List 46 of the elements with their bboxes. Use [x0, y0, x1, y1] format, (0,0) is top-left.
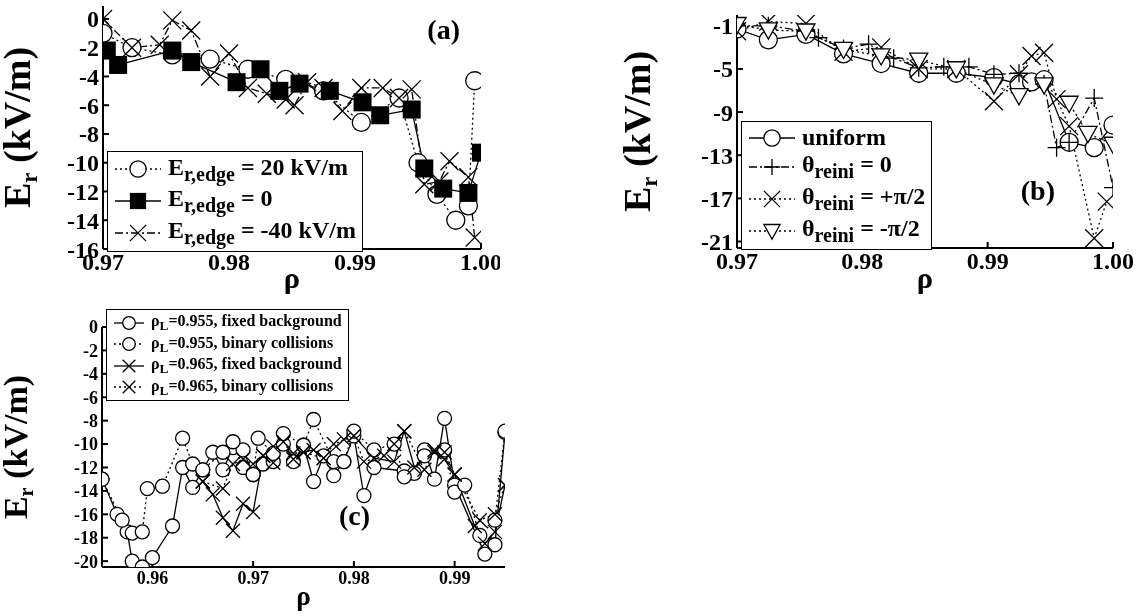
y-tick-label: -14: [67, 207, 99, 234]
x-axis-title: ρ: [283, 260, 301, 295]
y-tick-label: -6: [83, 387, 98, 408]
x-tick-label: 0.99: [966, 248, 1009, 275]
y-tick-label: -12: [67, 179, 99, 206]
x-axis-title: ρ: [916, 260, 934, 295]
x-tick-label: 0.98: [208, 249, 250, 276]
legend-label: ρ$_{L}$=0.955, fixed background: [151, 312, 342, 334]
y-tick-label: -9: [713, 99, 733, 126]
y-tick-label: -14: [74, 481, 98, 502]
x-tick-label: 0.96: [136, 567, 169, 588]
legend-label: ρ$_{L}$=0.955, binary collisions: [151, 333, 334, 355]
y-tick-label: -2: [79, 35, 99, 62]
text: (b): [1020, 175, 1055, 207]
y-tick-label: -2: [83, 340, 98, 361]
y-tick-label: -10: [67, 150, 99, 177]
y-tick-label: -8: [83, 411, 98, 432]
y-tick-label: 0: [87, 6, 99, 33]
legend-label: θ$_{reini}$ = +π/2: [802, 183, 926, 215]
y-tick-label: -16: [74, 504, 98, 525]
text: (c): [338, 500, 370, 532]
y-tick-label: -18: [74, 528, 98, 549]
x-axis-title: ρ: [296, 581, 311, 612]
y-tick-label: -8: [79, 121, 99, 148]
y-tick-label: -4: [79, 63, 99, 90]
legend-label: ρ$_{L}$=0.965, fixed background: [151, 355, 342, 377]
legend-label: θ$_{reini}$ = -π/2: [802, 214, 920, 247]
y-tick-label: -12: [74, 457, 98, 478]
x-tick-label: 1.00: [1092, 248, 1134, 275]
y-tick-label: -4: [83, 364, 98, 385]
y-tick-label: -10: [74, 434, 98, 455]
x-tick-label: 0.99: [334, 249, 376, 276]
y-tick-label: -13: [701, 142, 733, 169]
x-tick-label: 0.99: [438, 567, 471, 588]
y-tick-label: -17: [701, 185, 733, 212]
y-tick-label: -1: [713, 13, 733, 40]
y-tick-label: -5: [713, 56, 733, 83]
y-tick-label: 0: [89, 317, 98, 338]
x-tick-label: 0.97: [237, 567, 269, 588]
legend-label: ρ$_{L}$=0.965, binary collisions: [151, 376, 334, 398]
legend-label: uniform: [802, 123, 886, 152]
y-tick-label: -6: [79, 92, 99, 119]
x-tick-label: 0.98: [338, 567, 370, 588]
legend-label: θ$_{reini}$ = 0: [802, 151, 892, 184]
y-tick-label: -20: [74, 551, 98, 572]
x-tick-label: 0.98: [841, 248, 884, 275]
